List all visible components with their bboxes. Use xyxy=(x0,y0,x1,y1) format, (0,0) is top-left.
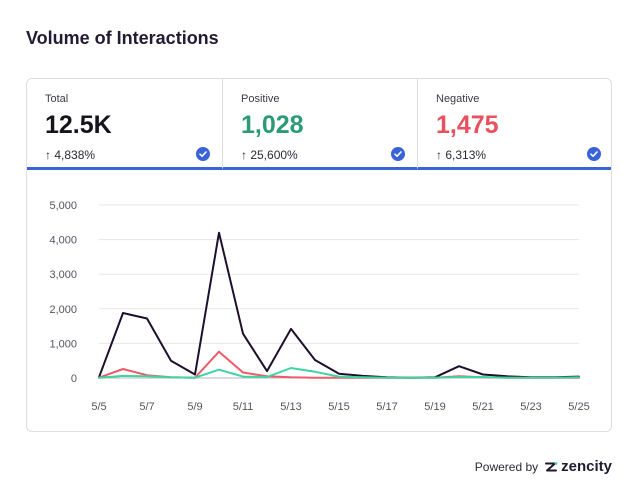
kpi-total-change: ↑ 4,838% xyxy=(45,148,96,162)
x-tick-label: 5/9 xyxy=(187,401,202,413)
x-tick-label: 5/25 xyxy=(568,401,589,413)
kpi-negative-value: 1,475 xyxy=(436,111,499,139)
check-circle-icon[interactable] xyxy=(196,147,210,161)
y-tick-label: 4,000 xyxy=(49,235,77,247)
series-line-total xyxy=(98,231,580,379)
kpi-negative[interactable]: Negative 1,475 ↑ 6,313% xyxy=(417,79,611,170)
kpi-positive-value: 1,028 xyxy=(241,111,304,139)
x-tick-label: 5/23 xyxy=(520,401,541,413)
zencity-logo-text: zencity xyxy=(561,458,612,475)
check-circle-icon[interactable] xyxy=(587,147,601,161)
zencity-logo: zencity xyxy=(544,458,612,475)
kpi-row: Total 12.5K ↑ 4,838% Positive 1,028 ↑ 25… xyxy=(27,79,611,173)
kpi-total[interactable]: Total 12.5K ↑ 4,838% xyxy=(27,79,222,170)
kpi-positive-label: Positive xyxy=(241,93,280,105)
kpi-positive[interactable]: Positive 1,028 ↑ 25,600% xyxy=(222,79,417,170)
footer: Powered by zencity xyxy=(475,458,612,475)
series-line-positive xyxy=(98,367,580,379)
zencity-logo-icon xyxy=(545,461,558,471)
x-tick-label: 5/21 xyxy=(472,401,493,413)
check-circle-icon[interactable] xyxy=(391,147,405,161)
y-tick-label: 3,000 xyxy=(49,269,77,281)
x-tick-label: 5/15 xyxy=(328,401,349,413)
x-tick-label: 5/11 xyxy=(233,401,254,413)
x-tick-label: 5/13 xyxy=(280,401,301,413)
y-tick-label: 2,000 xyxy=(49,304,77,316)
kpi-positive-change: ↑ 25,600% xyxy=(241,148,298,162)
kpi-negative-change: ↑ 6,313% xyxy=(436,148,487,162)
line-chart: 0 1,000 2,000 3,000 4,000 5,000 5/5 5/7 5/9 5/11 5… xyxy=(49,200,589,413)
page-title: Volume of Interactions xyxy=(26,28,219,48)
kpi-total-value: 12.5K xyxy=(45,111,112,139)
x-tick-label: 5/19 xyxy=(424,401,445,413)
y-tick-label: 1,000 xyxy=(49,338,77,350)
y-tick-label: 5,000 xyxy=(49,200,77,212)
powered-by-label: Powered by xyxy=(474,459,539,474)
kpi-negative-label: Negative xyxy=(436,93,480,105)
chart-card: Total 12.5K ↑ 4,838% Positive 1,028 ↑ 25… xyxy=(26,78,612,432)
kpi-total-label: Total xyxy=(45,93,69,105)
y-tick-label: 0 xyxy=(71,373,77,385)
x-tick-label: 5/5 xyxy=(91,401,106,413)
x-tick-label: 5/7 xyxy=(139,401,154,413)
x-tick-label: 5/17 xyxy=(376,401,397,413)
